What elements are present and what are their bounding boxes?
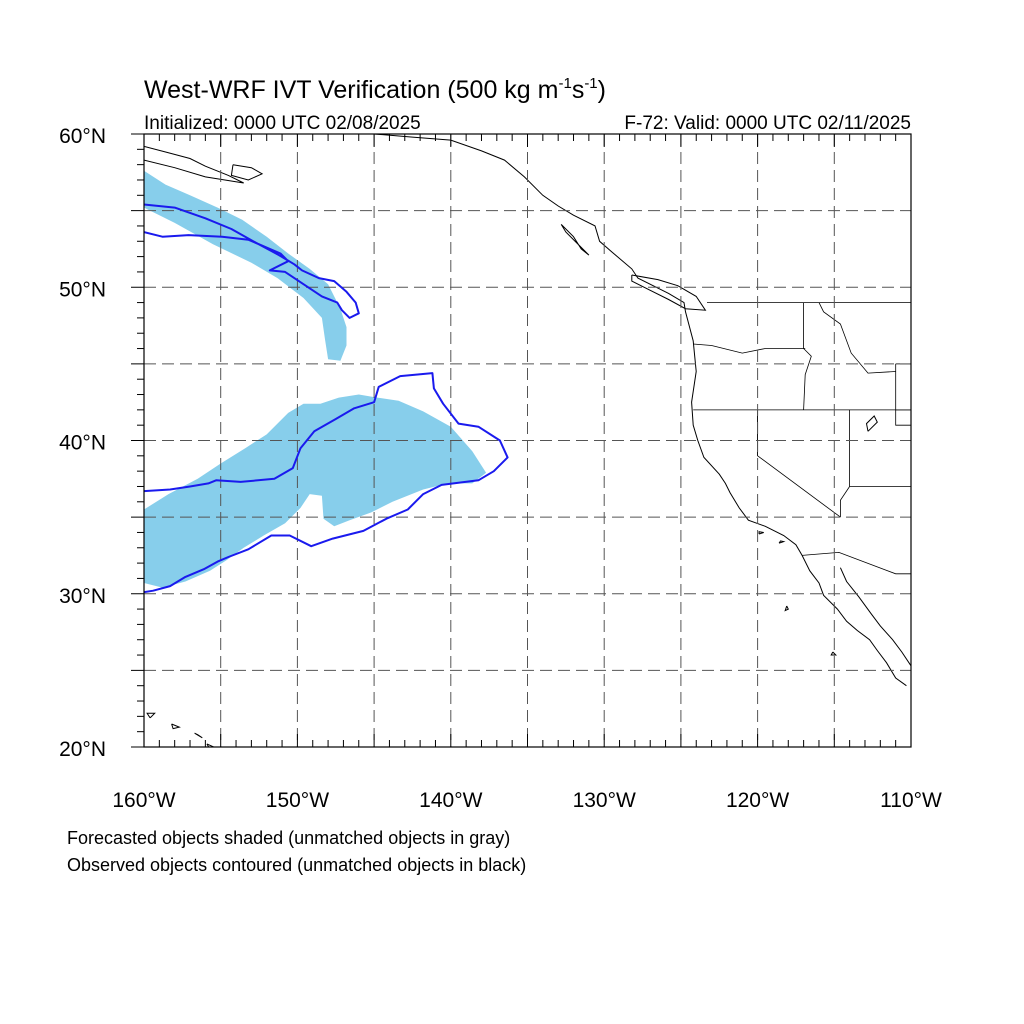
lat-label: 50°N [59,278,106,301]
latitude-labels: 60°N 50°N 40°N 30°N 20°N [59,125,106,761]
coastline-segment [839,567,911,667]
coastline-segment [784,605,789,612]
observed-objects-layer [144,203,509,594]
lon-label: 150°W [266,789,329,812]
state-border [818,302,896,374]
coastline-segment [230,164,264,181]
coastline-segment [144,145,244,184]
lon-label: 160°W [112,789,175,812]
axis-ticks [131,133,912,748]
lon-label: 110°W [880,789,942,812]
coastline-segment [274,134,907,687]
southern-observed-contour [144,372,509,594]
coastline-layer [144,134,911,747]
state-border [840,409,850,518]
state-border [895,363,911,411]
lat-label: 20°N [59,738,106,761]
northern-forecast-object [144,170,347,361]
lat-label: 30°N [59,585,106,608]
coastline-segment [206,743,216,747]
political-borders-layer [693,302,911,575]
lon-label: 140°W [419,789,482,812]
footnote-forecast: Forecasted objects shaded (unmatched obj… [67,828,510,848]
coastline-segment [560,224,590,256]
graticule-layer [144,134,911,747]
state-border [693,343,806,354]
coastline-segment [778,540,786,544]
coastline-segment [758,531,764,535]
state-border [802,551,911,575]
state-border [803,302,812,410]
init-time-label: Initialized: 0000 UTC 02/08/2025 [144,113,421,134]
southern-forecast-object [144,394,487,588]
coastline-segment [865,415,878,432]
state-border [895,409,911,426]
coastline-segment [631,274,707,311]
coastline-segment [830,651,838,656]
map-body [144,134,911,747]
coastline-segment [171,723,181,730]
lat-label: 60°N [59,125,106,148]
valid-time-label: F-72: Valid: 0000 UTC 02/11/2025 [624,113,911,134]
lat-label: 40°N [59,432,106,455]
coastline-segment [146,712,156,719]
northern-observed-contour [144,203,360,319]
figure-title: West-WRF IVT Verification (500 kg m-1s-1… [144,75,606,104]
forecast-objects-layer [144,170,487,588]
coastline-segment [194,732,203,739]
footnote-observed: Observed objects contoured (unmatched ob… [67,855,526,875]
lon-label: 120°W [726,789,789,812]
lon-label: 130°W [573,789,636,812]
longitude-labels: 160°W 150°W 140°W 130°W 120°W 110°W [112,789,942,812]
state-border [757,409,841,518]
